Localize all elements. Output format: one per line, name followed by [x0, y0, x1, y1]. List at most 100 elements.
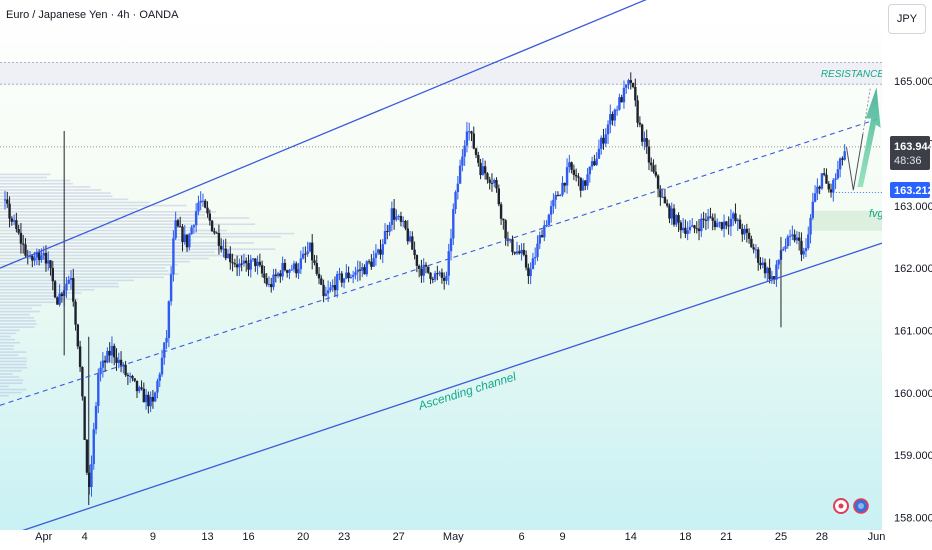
candle	[3, 199, 7, 201]
candle	[775, 264, 778, 280]
candle	[788, 235, 792, 237]
volume-bar	[0, 370, 22, 372]
candle	[194, 211, 198, 226]
candle	[224, 248, 227, 259]
volume-bar	[0, 295, 66, 297]
candle	[458, 165, 462, 184]
candle	[734, 213, 737, 222]
candle	[565, 167, 569, 186]
price-tick-label: 163.000	[894, 201, 932, 213]
volume-bar	[0, 179, 71, 182]
candle	[586, 174, 589, 186]
time-tick-label: May	[443, 531, 464, 543]
candle	[832, 179, 835, 193]
candle	[260, 265, 264, 274]
volume-bar	[0, 354, 19, 357]
candle	[504, 220, 507, 239]
candle	[254, 258, 257, 267]
candle	[85, 439, 89, 473]
candle	[390, 208, 394, 225]
candle	[397, 216, 400, 218]
time-axis[interactable]: Apr 4 9 13 16 20 23 27 May 6 9 14 18 21 25 28 Jun	[0, 530, 932, 550]
candle	[345, 272, 348, 279]
volume-profile	[0, 173, 295, 397]
candle	[750, 238, 753, 248]
candle	[497, 188, 500, 205]
candle	[103, 360, 107, 363]
candle	[606, 124, 610, 135]
candle	[44, 253, 48, 264]
candle	[442, 277, 446, 281]
candle	[83, 396, 86, 440]
resistance-zone	[0, 62, 882, 85]
price-tick-label: 162.000	[894, 263, 932, 275]
candle	[270, 284, 273, 288]
candle	[706, 216, 710, 221]
candle	[222, 248, 225, 250]
candle	[518, 251, 521, 254]
candle	[361, 267, 364, 271]
time-tick-label: Apr	[35, 531, 52, 543]
candle	[160, 357, 164, 375]
candle	[763, 262, 767, 274]
candle	[820, 173, 824, 189]
candle	[663, 196, 667, 204]
plot-background	[0, 0, 882, 530]
candle	[440, 272, 444, 278]
candle	[665, 203, 669, 206]
candle	[731, 213, 735, 219]
candle	[543, 225, 546, 238]
candle	[181, 226, 184, 243]
candle	[377, 249, 380, 254]
candle	[94, 405, 98, 430]
candle	[495, 180, 498, 189]
candle	[388, 224, 391, 232]
candle	[135, 380, 139, 392]
candle	[470, 131, 473, 134]
candle	[158, 374, 161, 381]
time-tick-label: 27	[393, 531, 405, 543]
volume-bar	[0, 226, 191, 229]
volume-bar	[0, 273, 179, 275]
candle	[677, 215, 680, 223]
volume-bar	[0, 195, 113, 198]
candle	[838, 158, 842, 170]
candle	[647, 146, 651, 163]
last-price-badge	[890, 136, 930, 170]
volume-bar	[0, 341, 20, 344]
candle	[258, 261, 262, 266]
candle	[827, 183, 830, 190]
candle	[188, 234, 191, 248]
candle	[324, 293, 328, 297]
price-axis[interactable]: 165.000164.000163.000162.000161.000160.0…	[882, 0, 932, 550]
candle	[570, 162, 573, 170]
candle	[58, 293, 61, 305]
candle	[536, 243, 539, 258]
volume-bar	[0, 360, 27, 363]
candle	[192, 225, 196, 228]
candle	[172, 238, 175, 275]
candle	[124, 364, 127, 376]
candle	[331, 285, 334, 288]
candle	[174, 220, 177, 239]
candle	[627, 80, 630, 85]
channel-mid-line	[0, 117, 880, 406]
candle	[811, 201, 815, 218]
last-price-value: 163.944	[894, 141, 932, 153]
candle	[579, 177, 582, 191]
candle	[688, 226, 692, 231]
volume-bar	[0, 201, 150, 204]
level-value: 163.212	[894, 185, 932, 197]
time-tick-label: 25	[775, 531, 787, 543]
candle	[90, 464, 93, 488]
candle	[217, 232, 221, 246]
candle	[834, 178, 837, 180]
candle	[285, 270, 289, 273]
candle	[813, 193, 817, 202]
volume-bar	[0, 301, 56, 304]
candle	[167, 301, 171, 338]
volume-bar	[0, 270, 169, 272]
currency-button[interactable]: JPY	[888, 4, 926, 34]
candle	[568, 162, 571, 168]
